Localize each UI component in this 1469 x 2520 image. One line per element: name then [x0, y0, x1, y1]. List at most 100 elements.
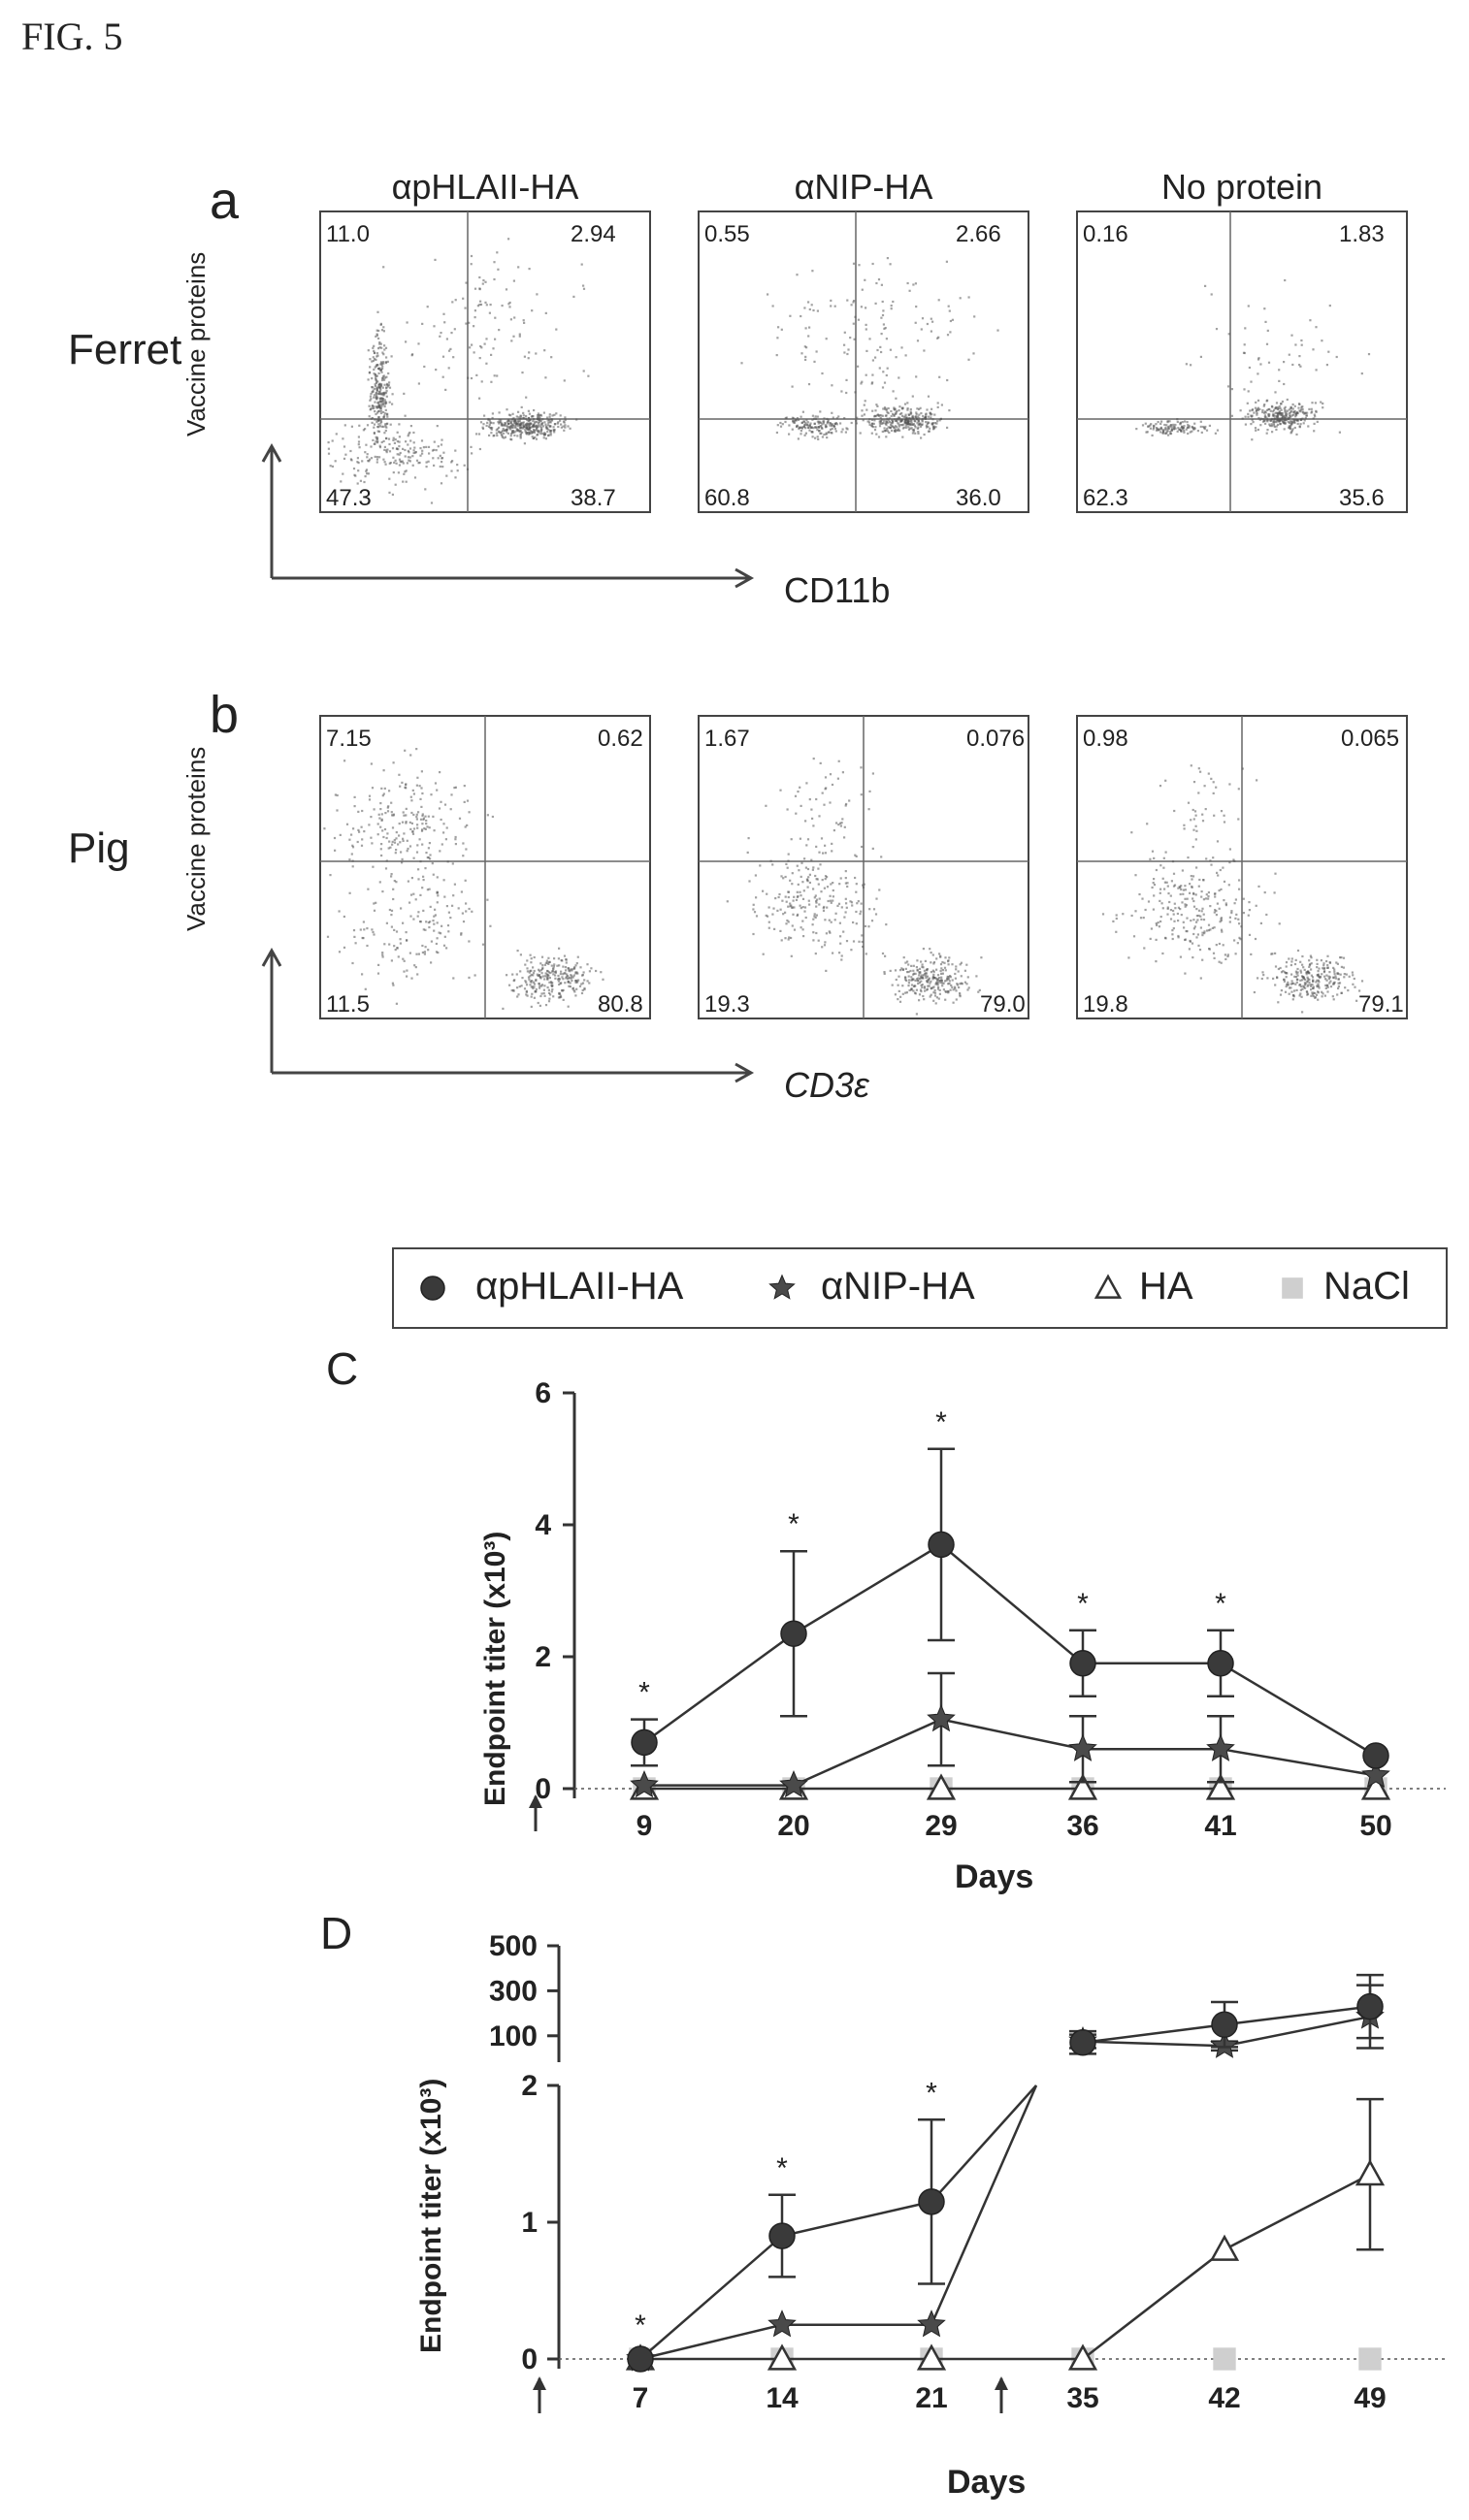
d-y-tick-label-upper: 500 — [489, 1930, 538, 1962]
flow-b3-ul: 0.98 — [1083, 726, 1128, 752]
species-ferret: Ferret — [68, 326, 182, 373]
panel-label-c: C — [326, 1343, 359, 1394]
legend-marker-HA — [1094, 1274, 1123, 1299]
flow-b1-ul: 7.15 — [326, 726, 372, 752]
c-point — [926, 1773, 957, 1800]
flow-density-cloud — [726, 758, 983, 1016]
legend-marker-NaCl — [1282, 1277, 1303, 1299]
flow-title-2: αNIP-HA — [794, 167, 933, 207]
c-y-tick-label: 0 — [535, 1773, 551, 1805]
legend-label-4: NaCl — [1323, 1265, 1410, 1308]
c-immunization-arrowhead — [529, 1794, 542, 1808]
d-point — [627, 2345, 654, 2373]
flow-b2-ur: 0.076 — [966, 726, 1026, 752]
d-point — [918, 2188, 945, 2215]
c-x-tick-label: 9 — [637, 1810, 653, 1842]
c-x-tick-label: 36 — [1066, 1810, 1098, 1842]
d-series-line — [930, 2084, 1038, 2326]
flow-b-x-arrowhead — [734, 1062, 755, 1083]
flow-b1-ur: 0.62 — [598, 726, 643, 752]
c-point — [780, 1620, 807, 1647]
d-point — [768, 2222, 796, 2249]
d-significance-star: * — [776, 2152, 788, 2184]
panel-label-b: b — [210, 686, 240, 744]
legend-label-1: αpHLAII-HA — [475, 1265, 684, 1308]
c-series-line — [644, 1718, 1377, 1787]
flow-a1-ur: 2.94 — [571, 221, 616, 247]
flow-b1-ll: 11.5 — [326, 991, 370, 1018]
c-point — [1069, 1650, 1096, 1677]
c-y-tick-label: 6 — [535, 1377, 551, 1409]
d-point — [1356, 1992, 1384, 2020]
c-significance-star: * — [1215, 1588, 1226, 1620]
d-x-tick-label: 21 — [915, 2382, 947, 2414]
legend-label-2: αNIP-HA — [821, 1265, 975, 1308]
c-point — [1067, 1773, 1098, 1800]
flow-density-cloud — [1135, 278, 1371, 441]
c-y-tick-label: 2 — [535, 1641, 551, 1673]
flow-a2-lr: 36.0 — [956, 485, 1001, 511]
c-x-tick-label: 50 — [1359, 1810, 1391, 1842]
panel-label-a: a — [210, 172, 240, 230]
d-x-tick-label: 35 — [1066, 2382, 1098, 2414]
flow-b-y-arrowhead — [261, 947, 282, 967]
d-y-tick-label-upper: 100 — [489, 2020, 538, 2052]
d-series-line — [930, 2084, 1037, 2203]
d-y-tick-label-lower: 0 — [521, 2343, 538, 2375]
flow-a-y-arrowhead — [261, 442, 282, 463]
d-y-tick-label-lower: 1 — [521, 2207, 538, 2239]
c-point — [1206, 1733, 1235, 1761]
d-immunization-arrowhead — [995, 2376, 1008, 2390]
d-point — [1069, 2029, 1096, 2056]
d-point — [767, 2343, 798, 2371]
c-point — [1068, 1733, 1097, 1761]
flow-a2-ul: 0.55 — [704, 221, 750, 247]
flow-density-cloud — [327, 238, 590, 504]
c-significance-star: * — [638, 1677, 650, 1709]
flow-a3-ul: 0.16 — [1083, 221, 1128, 247]
flow-plot-frame — [698, 210, 1029, 513]
d-point — [1213, 2347, 1236, 2371]
legend-marker-αpHLAII-HA — [420, 1276, 445, 1301]
flow-b-xlabel: CD3ε — [784, 1065, 869, 1105]
flow-b3-ll: 19.8 — [1083, 991, 1128, 1018]
c-series-line — [643, 1542, 1377, 1758]
flow-density-cloud — [323, 748, 604, 1010]
d-point — [1067, 2343, 1098, 2371]
flow-b1-lr: 80.8 — [598, 991, 643, 1018]
c-point — [1362, 1742, 1389, 1769]
figure-label: FIG. 5 — [21, 15, 123, 58]
d-x-tick-label: 42 — [1208, 2382, 1240, 2414]
c-significance-star: * — [935, 1406, 947, 1438]
flow-b3-ur: 0.065 — [1341, 726, 1400, 752]
d-point — [1355, 2159, 1386, 2186]
c-x-tick-label: 29 — [925, 1810, 957, 1842]
d-immunization-arrowhead — [533, 2376, 546, 2390]
c-point — [630, 1770, 659, 1798]
flow-plot-frame — [1076, 210, 1408, 513]
c-point — [1207, 1650, 1234, 1677]
c-significance-star: * — [1077, 1588, 1089, 1620]
c-y-tick-label: 4 — [535, 1509, 551, 1541]
flow-title-1: αpHLAII-HA — [391, 167, 579, 207]
d-y-tick-label-upper: 300 — [489, 1975, 538, 2007]
legend — [392, 1247, 1448, 1329]
flow-a2-ur: 2.66 — [956, 221, 1001, 247]
c-point — [1360, 1773, 1391, 1800]
c-x-tick-label: 20 — [777, 1810, 809, 1842]
d-xlabel: Days — [947, 2464, 1027, 2501]
d-y-tick-label-lower: 2 — [521, 2070, 538, 2102]
c-point — [631, 1728, 658, 1757]
flow-b2-lr: 79.0 — [980, 991, 1026, 1018]
legend-marker-αNIP-HA — [768, 1274, 796, 1300]
flow-a3-ur: 1.83 — [1339, 221, 1385, 247]
flow-title-3: No protein — [1160, 167, 1323, 207]
flow-a-xlabel: CD11b — [784, 570, 891, 610]
d-point — [1358, 2347, 1382, 2371]
flow-density-cloud — [1101, 764, 1364, 1014]
c-xlabel: Days — [955, 1858, 1034, 1895]
c-point — [1205, 1773, 1236, 1800]
flow-b3-lr: 79.1 — [1358, 991, 1404, 1018]
flow-a-x-arrowhead — [734, 567, 755, 589]
